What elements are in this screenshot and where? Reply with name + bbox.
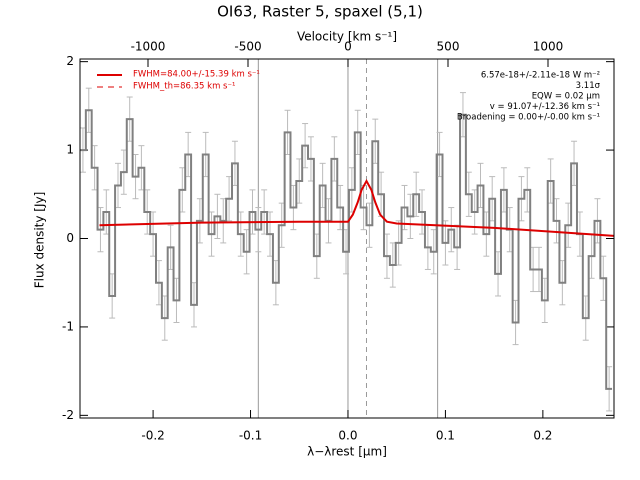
x-axis-label: λ−λrest [μm] [307, 445, 387, 459]
y-tick-label: -1 [62, 319, 74, 333]
x2-tick-label: -1000 [131, 40, 166, 54]
x-tick-label: -0.2 [141, 429, 164, 443]
annotation: EQW = 0.02 μm [532, 92, 600, 102]
annotation: 3.11σ [576, 81, 601, 91]
annotation: v = 91.07+/-12.36 km s⁻¹ [490, 102, 600, 112]
x2-tick-label: 0 [344, 40, 352, 54]
x-tick-label: 0.0 [338, 429, 357, 443]
x2-axis-label: Velocity [km s⁻¹] [297, 30, 397, 44]
x2-tick-label: -500 [234, 40, 261, 54]
chart-title: OI63, Raster 5, spaxel (5,1) [217, 3, 423, 21]
y-tick-label: -2 [62, 408, 74, 422]
x2-tick-label: 1000 [533, 40, 564, 54]
x-tick-label: 0.1 [436, 429, 455, 443]
legend-label: FWHM_th=86.35 km s⁻¹ [133, 82, 235, 92]
spectrum [80, 109, 613, 390]
y-tick-label: 2 [66, 54, 74, 68]
y-axis-label: Flux density [Jy] [33, 192, 47, 289]
legend-label: FWHM=84.00+/-15.39 km s⁻¹ [133, 70, 260, 80]
plot-frame [79, 58, 615, 419]
y-tick-label: 1 [66, 143, 74, 157]
fit-line [99, 178, 615, 237]
x-tick-label: -0.1 [239, 429, 262, 443]
y-tick-label: 0 [66, 231, 74, 245]
annotation: 6.57e-18+/-2.11e-18 W m⁻² [481, 71, 600, 81]
annotation: Broadening = 0.00+/-0.00 km s⁻¹ [457, 113, 600, 123]
x-tick-label: 0.2 [533, 429, 552, 443]
x2-tick-label: 500 [437, 40, 460, 54]
